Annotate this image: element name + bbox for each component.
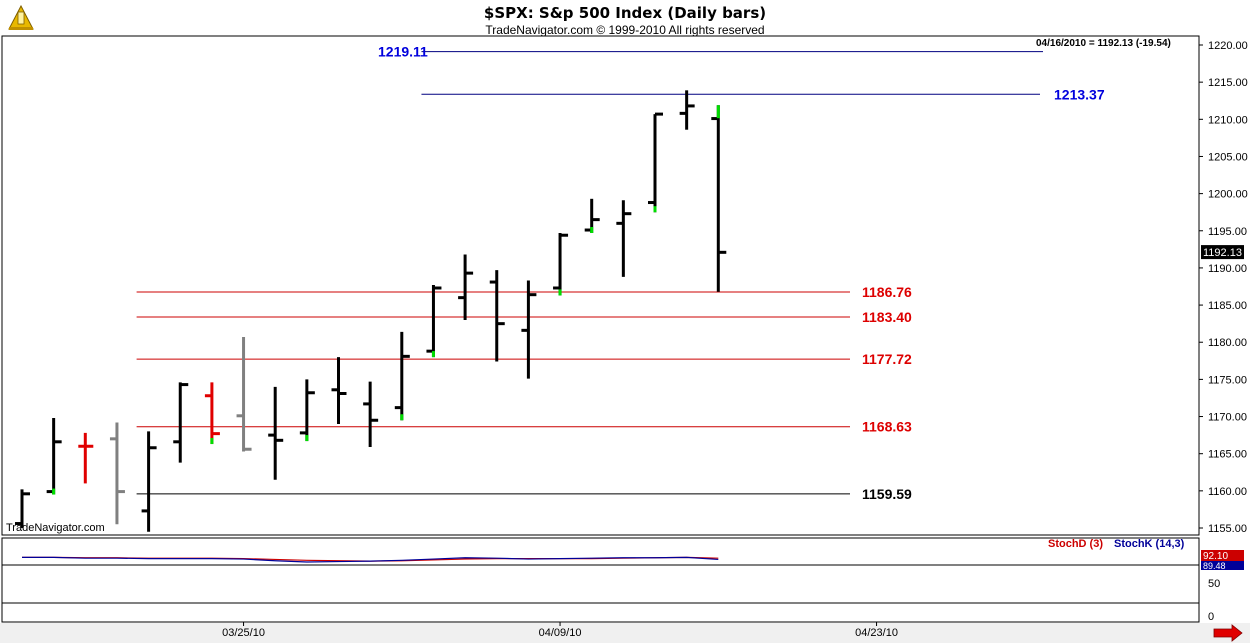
y-tick-label: 1165.00 [1208, 449, 1247, 461]
level-label: 1177.72 [862, 351, 912, 367]
y-tick-label: 1185.00 [1208, 300, 1247, 312]
ohlc-bar [521, 280, 537, 379]
ohlc-bar [173, 382, 189, 463]
ohlc-bar [236, 337, 252, 452]
stoch-k-value-box [1201, 561, 1244, 570]
trade-navigator-logo-icon[interactable] [6, 3, 36, 33]
y-tick-label: 1205.00 [1208, 151, 1248, 163]
y-tick-label: 1210.00 [1208, 114, 1248, 126]
date-axis-strip [0, 623, 1250, 643]
date-axis: 03/25/10 04/09/10 04/23/10 [222, 622, 898, 639]
ohlc-bar [109, 422, 125, 525]
chart-subtitle: TradeNavigator.com © 1999-2010 All right… [485, 23, 765, 37]
watermark: TradeNavigator.com [6, 522, 105, 534]
ohlc-bar [299, 379, 315, 442]
level-label: 1159.59 [862, 486, 912, 502]
y-tick-label: 1175.00 [1208, 374, 1247, 386]
ohlc-bar [426, 285, 442, 358]
chart-title: $SPX: S&p 500 Index (Daily bars) [483, 4, 767, 22]
ohlc-bar [711, 105, 727, 292]
last-quote: 04/16/2010 = 1192.13 (-19.54) [1036, 38, 1171, 49]
stoch-d-value-box [1201, 550, 1244, 561]
stoch-tick-label: 50 [1208, 578, 1220, 590]
level-label: 1168.63 [862, 419, 912, 435]
ohlc-bar [489, 270, 505, 362]
level-label: 1183.40 [862, 309, 912, 325]
ohlc-bar [394, 331, 410, 421]
price-levels: 1219.11 1213.37 1186.76 1183.40 1177.72 1168.… [136, 44, 1105, 502]
price-pane [1, 35, 1200, 536]
price-axis: 1155.00 1160.00 1165.00 1170.00 1175.00 1180.… [1199, 40, 1248, 535]
y-tick-label: 1220.00 [1208, 40, 1248, 52]
stoch-k-legend: StochK (14,3) [1114, 538, 1185, 550]
y-tick-label: 1155.00 [1208, 523, 1247, 535]
last-price-box [1201, 245, 1244, 260]
stoch-k-line [22, 556, 719, 563]
x-tick-label: 03/25/10 [222, 627, 265, 639]
price-bars [15, 90, 727, 532]
ohlc-bar [648, 112, 663, 213]
ohlc-bar [268, 386, 284, 480]
ohlc-bar [331, 357, 347, 424]
ohlc-bar [584, 198, 600, 233]
stoch-d-value: 92.10 [1203, 551, 1228, 562]
y-tick-label: 1170.00 [1208, 412, 1247, 424]
y-tick-label: 1200.00 [1208, 189, 1248, 201]
ohlc-bar [141, 431, 157, 532]
indicator-pane [1, 537, 1200, 623]
x-tick-label: 04/09/10 [539, 627, 582, 639]
y-tick-label: 1195.00 [1208, 226, 1247, 238]
last-price-label: 1192.13 [1203, 247, 1242, 259]
stoch-tick-label: 0 [1208, 611, 1214, 623]
ohlc-bar [15, 489, 30, 528]
ohlc-bar [616, 200, 632, 277]
x-tick-label: 04/23/10 [855, 627, 898, 639]
ohlc-bar [78, 432, 94, 484]
y-tick-label: 1215.00 [1208, 77, 1248, 89]
y-tick-label: 1180.00 [1208, 337, 1247, 349]
stoch-d-legend: StochD (3) [1048, 538, 1103, 550]
stoch-k-value: 89.48 [1203, 561, 1226, 571]
level-label: 1186.76 [862, 284, 912, 300]
level-label: 1213.37 [1054, 86, 1105, 102]
ohlc-bar [553, 232, 569, 296]
y-tick-label: 1190.00 [1208, 263, 1247, 275]
ohlc-bar [679, 90, 695, 130]
ohlc-bar [204, 382, 220, 445]
right-arrow-icon[interactable] [1213, 624, 1243, 642]
level-label: 1219.11 [378, 44, 428, 60]
ohlc-bar [458, 254, 474, 320]
y-tick-label: 1160.00 [1208, 486, 1247, 498]
ohlc-bar [46, 418, 62, 495]
ohlc-bar [363, 381, 379, 448]
